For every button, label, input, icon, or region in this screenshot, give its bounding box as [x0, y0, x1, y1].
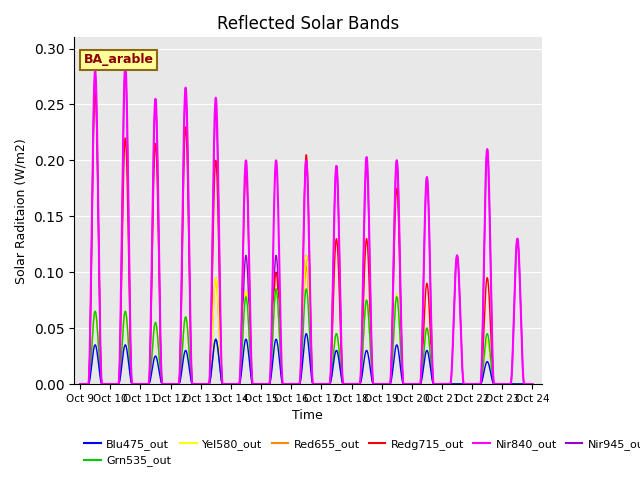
Nir945_out — [76, 381, 84, 387]
Red655_out — [250, 381, 257, 387]
Blu475_out — [303, 331, 310, 336]
Redg715_out — [269, 310, 277, 316]
Redg715_out — [471, 381, 479, 387]
Grn535_out — [471, 381, 479, 387]
Yel580_out — [269, 324, 277, 330]
Nir945_out — [520, 380, 527, 385]
Nir945_out — [529, 381, 536, 387]
Nir945_out — [155, 228, 163, 234]
Redg715_out — [155, 250, 163, 255]
Redg715_out — [128, 380, 136, 386]
Nir945_out — [471, 381, 479, 387]
Nir840_out — [520, 380, 527, 385]
Blu475_out — [529, 381, 536, 387]
Grn535_out — [76, 381, 84, 387]
Red655_out — [269, 324, 277, 330]
Redg715_out — [250, 381, 257, 387]
Nir945_out — [250, 381, 257, 387]
Nir840_out — [269, 239, 277, 245]
Line: Yel580_out: Yel580_out — [80, 255, 532, 384]
Nir840_out — [76, 381, 84, 387]
Redg715_out — [529, 381, 536, 387]
Nir840_out — [471, 381, 479, 387]
X-axis label: Time: Time — [292, 409, 323, 422]
Grn535_out — [269, 324, 277, 330]
Line: Blu475_out: Blu475_out — [80, 334, 532, 384]
Nir945_out — [128, 380, 136, 385]
Blu475_out — [471, 381, 479, 387]
Yel580_out — [155, 346, 163, 351]
Blu475_out — [250, 381, 257, 387]
Yel580_out — [128, 380, 136, 386]
Red655_out — [155, 346, 163, 351]
Grn535_out — [273, 286, 280, 292]
Blu475_out — [520, 381, 527, 387]
Yel580_out — [76, 381, 84, 387]
Y-axis label: Solar Raditaion (W/m2): Solar Raditaion (W/m2) — [15, 138, 28, 284]
Blu475_out — [269, 354, 277, 360]
Nir840_out — [529, 381, 536, 387]
Nir945_out — [122, 68, 129, 74]
Red655_out — [303, 264, 310, 269]
Redg715_out — [92, 90, 99, 96]
Yel580_out — [250, 381, 257, 387]
Yel580_out — [520, 381, 527, 387]
Line: Nir840_out: Nir840_out — [80, 65, 532, 384]
Red655_out — [529, 381, 536, 387]
Nir840_out — [128, 380, 136, 385]
Grn535_out — [529, 381, 536, 387]
Line: Nir945_out: Nir945_out — [80, 71, 532, 384]
Grn535_out — [250, 381, 257, 387]
Red655_out — [128, 380, 136, 386]
Legend: Blu475_out, Grn535_out, Yel580_out, Red655_out, Redg715_out, Nir840_out, Nir945_: Blu475_out, Grn535_out, Yel580_out, Red6… — [79, 434, 640, 471]
Nir840_out — [155, 225, 163, 231]
Title: Reflected Solar Bands: Reflected Solar Bands — [217, 15, 399, 33]
Grn535_out — [155, 346, 163, 351]
Blu475_out — [128, 381, 136, 386]
Red655_out — [520, 381, 527, 387]
Redg715_out — [76, 381, 84, 387]
Yel580_out — [303, 252, 310, 258]
Line: Red655_out: Red655_out — [80, 266, 532, 384]
Nir840_out — [122, 62, 129, 68]
Line: Grn535_out: Grn535_out — [80, 289, 532, 384]
Grn535_out — [128, 380, 136, 386]
Red655_out — [471, 381, 479, 387]
Yel580_out — [471, 381, 479, 387]
Blu475_out — [155, 365, 163, 371]
Red655_out — [76, 381, 84, 387]
Redg715_out — [520, 381, 527, 387]
Nir840_out — [250, 381, 257, 387]
Grn535_out — [520, 381, 527, 387]
Text: BA_arable: BA_arable — [83, 53, 154, 66]
Blu475_out — [76, 381, 84, 387]
Line: Redg715_out: Redg715_out — [80, 93, 532, 384]
Yel580_out — [529, 381, 536, 387]
Nir945_out — [269, 300, 277, 305]
